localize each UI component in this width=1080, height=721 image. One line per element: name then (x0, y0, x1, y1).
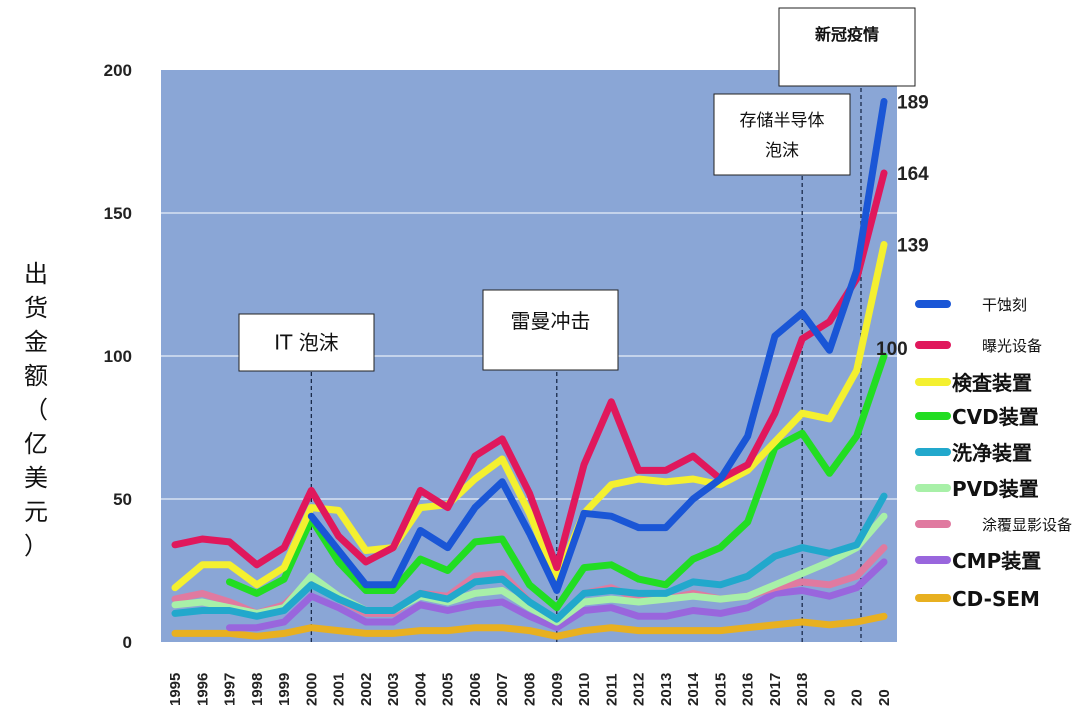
legend-item: PVD装置 (915, 477, 1039, 501)
y-tick-label: 100 (104, 347, 132, 366)
x-tick-label: 1995 (167, 673, 184, 706)
annotation-text: 泡沫 (765, 141, 799, 161)
legend-label: CVD装置 (952, 405, 1039, 429)
series-line-8 (171, 612, 888, 640)
y-tick-label: 0 (123, 633, 132, 652)
x-tick-label: 2005 (440, 673, 457, 706)
x-tick-label: 2004 (412, 672, 429, 706)
y-axis-label-char: 出 (24, 260, 48, 288)
legend-item: 洗净装置 (915, 441, 1032, 465)
annotation-text: 新冠疫情 (815, 25, 879, 44)
x-tick-label: 2011 (603, 673, 620, 706)
legend-label: 洗净装置 (952, 441, 1032, 465)
annotation-box-frame (238, 313, 375, 372)
x-axis-ticks: 1995 1996 1997 1998 1999 2000 2001 2002 2003 2004… (167, 672, 893, 706)
annotation-box: 雷曼冲击 (482, 289, 619, 371)
annotation-text: IT 泡沫 (274, 331, 338, 355)
series-line-3 (226, 352, 888, 612)
series-line-2 (171, 241, 888, 592)
x-tick-label: 1996 (194, 673, 211, 706)
annotation-box: 新冠疫情 (778, 7, 916, 87)
watermark: 半导体行业观察 (823, 657, 1014, 686)
legend-item: CVD装置 (915, 405, 1039, 429)
annotation-box-frame (778, 7, 916, 87)
end-value-labels: 189 164 139 100 (876, 92, 929, 360)
y-tick-label: 50 (113, 490, 132, 509)
x-tick-label: 2012 (631, 673, 648, 706)
x-tick-label: 20 (849, 689, 866, 706)
legend-item: CMP装置 (915, 549, 1041, 573)
y-axis-label-char: ） (24, 532, 48, 560)
y-axis-ticks: 0 50 100 150 200 (104, 61, 132, 652)
legend-label: 涂覆显影设备 (982, 516, 1072, 534)
y-tick-label: 200 (104, 61, 132, 80)
legend-item: CD-SEM (915, 587, 1040, 611)
annotation-box-frame (482, 289, 619, 371)
x-tick-label: 2002 (358, 673, 375, 706)
x-tick-label: 1999 (276, 673, 293, 706)
x-tick-label: 2010 (576, 673, 593, 706)
x-tick-label: 2013 (658, 673, 675, 706)
x-tick-label: 2017 (767, 673, 784, 706)
legend-item: 曝光设备 (915, 337, 1042, 355)
y-axis-label-char: 美 (24, 464, 48, 492)
y-axis-label-char: 货 (24, 294, 48, 322)
wechat-icon (823, 657, 843, 677)
series-line-7 (226, 558, 888, 632)
annotation-box: IT 泡沫 (238, 313, 375, 372)
x-tick-label: 20 (876, 689, 893, 706)
end-value-label: 139 (897, 235, 929, 256)
legend-item: 涂覆显影设备 (915, 516, 1072, 534)
x-tick-label: 2008 (522, 673, 539, 706)
legend-item: 検査装置 (915, 371, 1032, 395)
x-tick-label: 2009 (549, 673, 566, 706)
end-value-label: 189 (897, 92, 929, 113)
x-tick-label: 2003 (385, 673, 402, 706)
end-value-label: 100 (876, 339, 908, 360)
x-tick-label: 2007 (494, 673, 511, 706)
series-line-0 (307, 98, 888, 594)
x-tick-label: 2015 (712, 673, 729, 706)
legend-label: 曝光设备 (982, 337, 1042, 355)
annotation-text: 存储半导体 (740, 111, 825, 131)
legend-label: CD-SEM (952, 587, 1040, 611)
watermark-text: 半导体行业观察 (860, 661, 1014, 686)
end-value-label: 164 (897, 164, 929, 185)
y-tick-label: 150 (104, 204, 132, 223)
series-line-4 (171, 492, 888, 623)
legend-item: 干蚀刻 (915, 296, 1027, 314)
legend-label: 干蚀刻 (982, 296, 1027, 314)
y-axis-label-char: 元 (24, 498, 48, 526)
y-axis-label-char: 额 (24, 362, 48, 390)
series-line-1 (171, 169, 888, 572)
y-axis-label-char: 金 (24, 328, 48, 356)
x-tick-label: 1997 (222, 673, 239, 706)
legend-label: CMP装置 (952, 549, 1041, 573)
x-tick-label: 2018 (794, 673, 811, 706)
x-tick-label: 1998 (249, 673, 266, 706)
x-tick-label: 2016 (740, 673, 757, 706)
wechat-icon-bubble (835, 663, 851, 679)
y-axis-label-char: 亿 (24, 430, 48, 458)
legend-label: 検査装置 (952, 371, 1032, 395)
x-tick-label: 2014 (685, 672, 702, 706)
y-axis-label-char: （ (24, 396, 48, 424)
x-tick-label: 2006 (467, 673, 484, 706)
series-lines (171, 98, 888, 640)
x-tick-label: 2001 (331, 673, 348, 706)
legend-label: PVD装置 (952, 477, 1039, 501)
annotation-text: 雷曼冲击 (511, 309, 591, 333)
annotation-box-frame (713, 93, 851, 176)
x-tick-label: 20 (821, 689, 838, 706)
x-tick-label: 2000 (303, 673, 320, 706)
